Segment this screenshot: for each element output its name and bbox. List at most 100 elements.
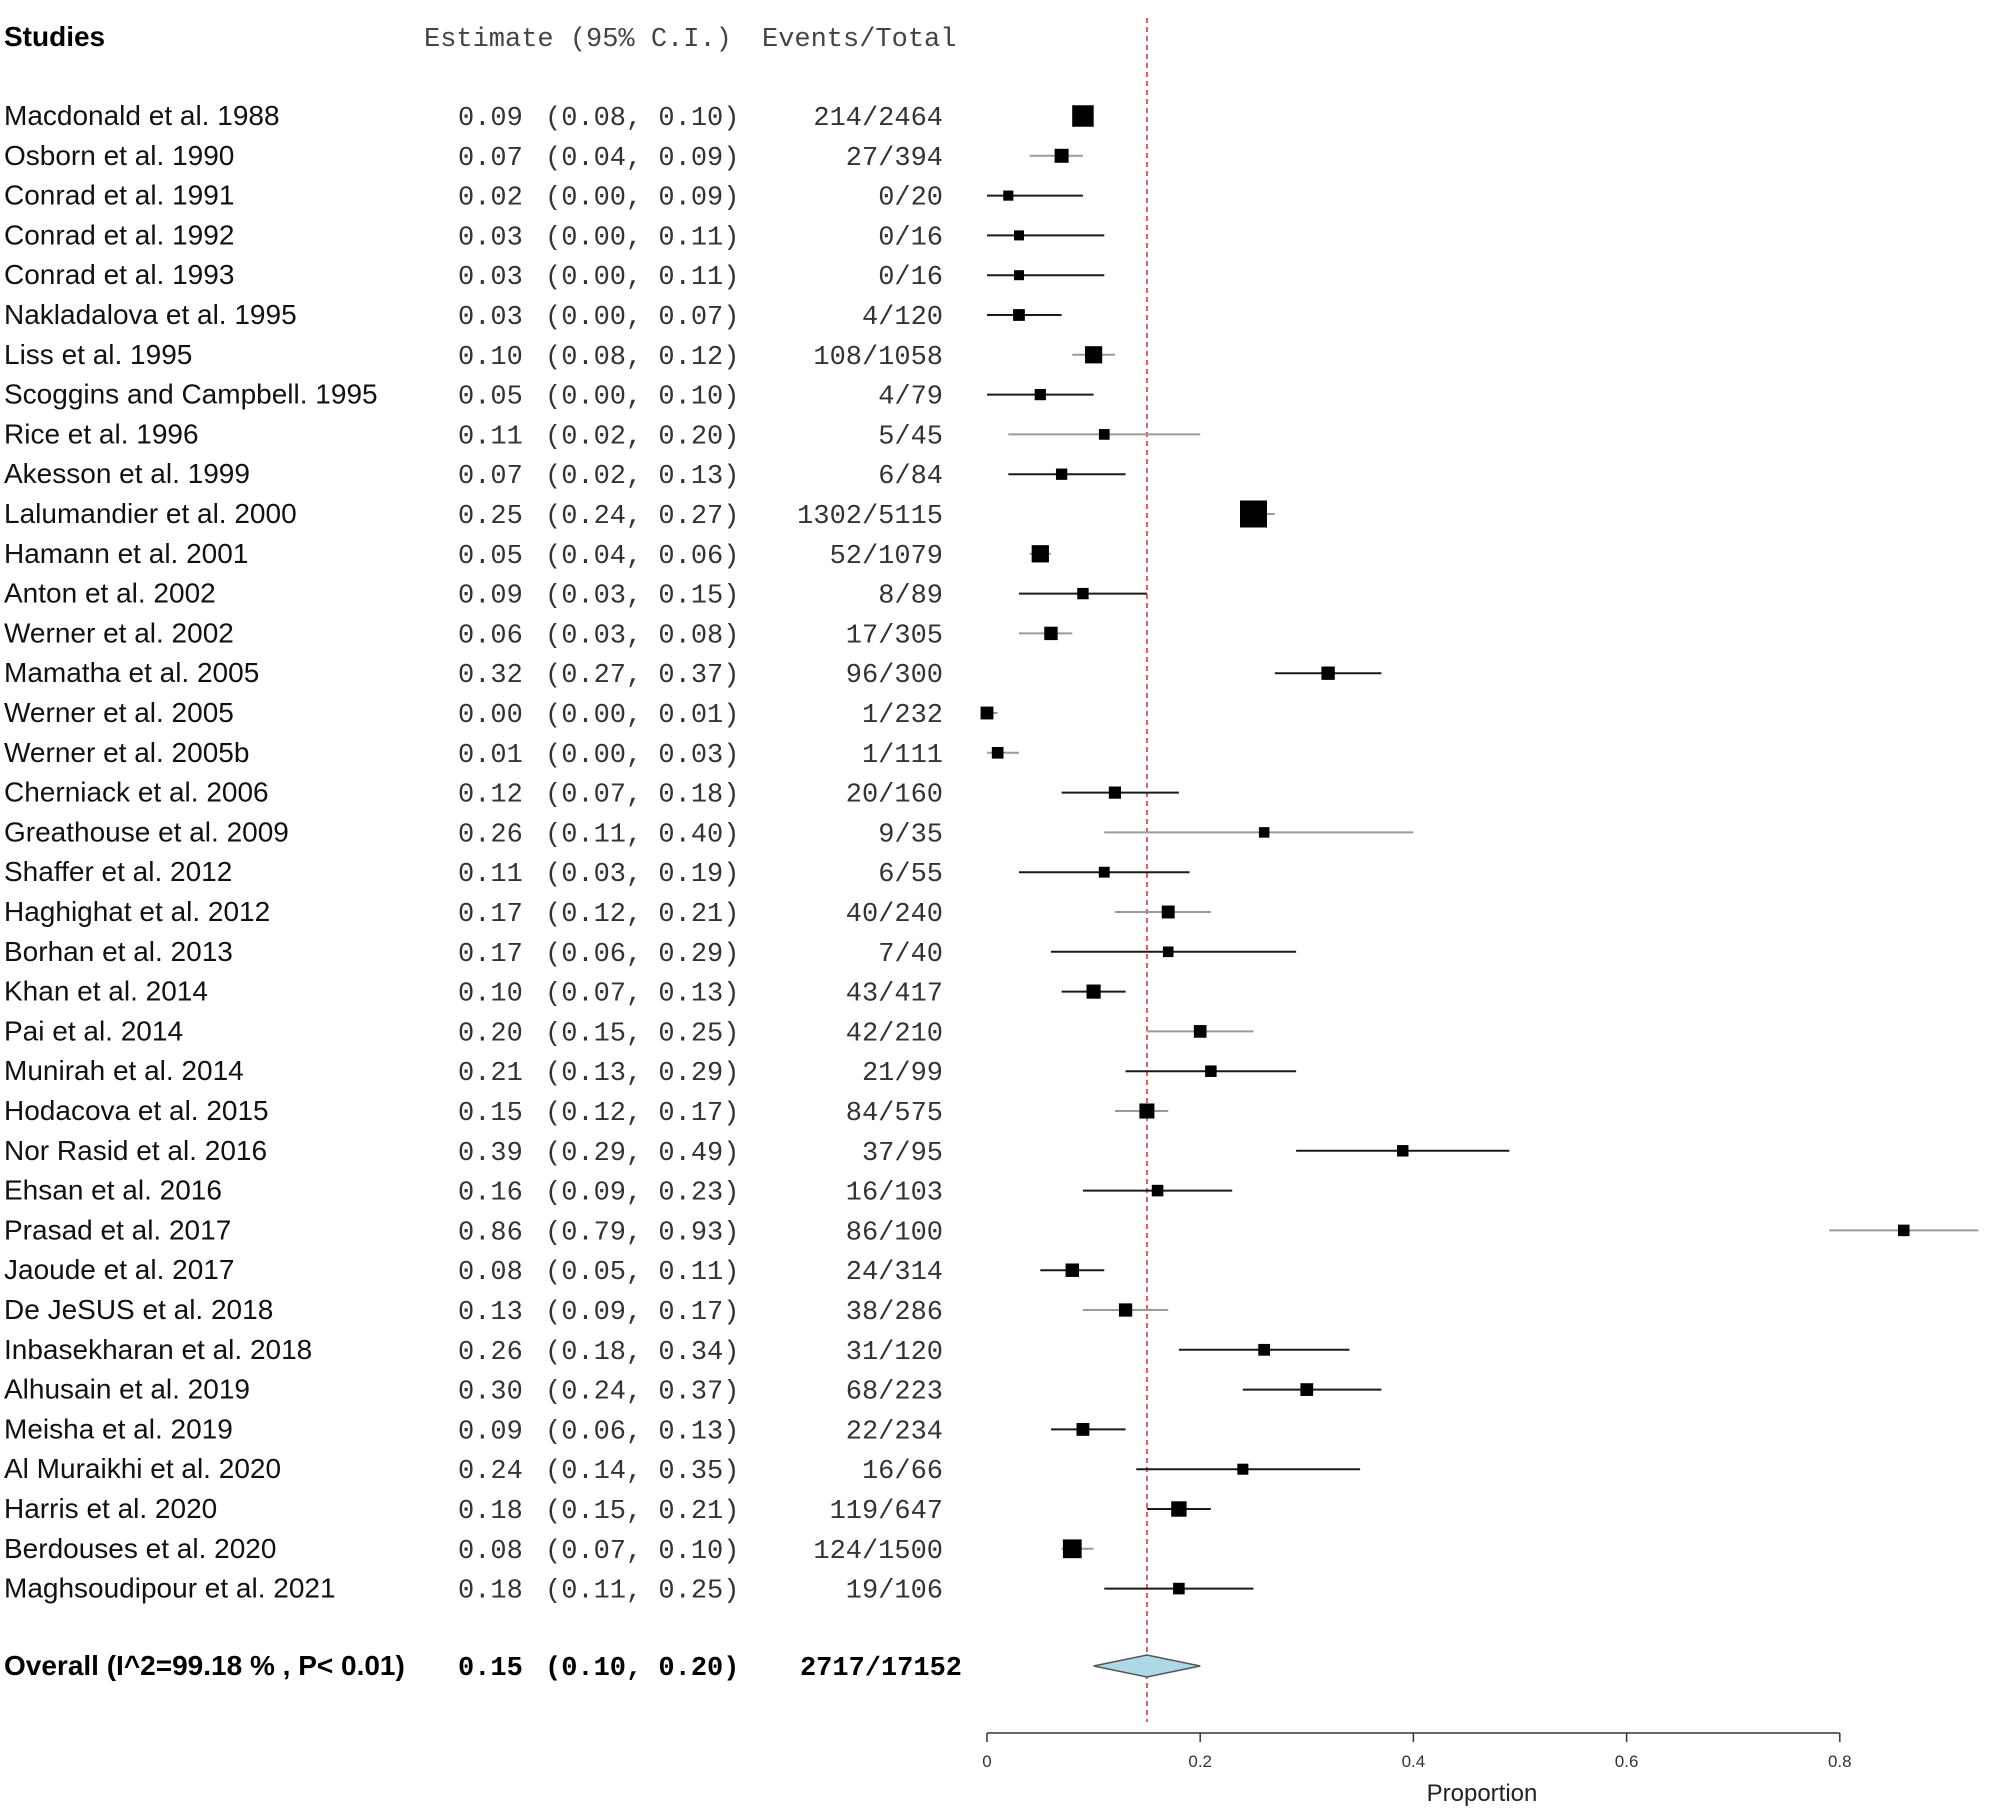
study-ci: (0.03, 0.08) [545,621,739,651]
study-estimate: 0.86 [458,1218,523,1248]
study-estimate: 0.18 [458,1497,523,1527]
study-estimate: 0.03 [458,303,523,333]
study-ci: (0.00, 0.01) [545,701,739,731]
study-estimate: 0.07 [458,462,523,492]
study-estimate: 0.03 [458,223,523,253]
overall-ci: (0.10, 0.20) [545,1654,739,1684]
study-name: Shaffer et al. 2012 [4,856,232,887]
estimate-marker [1118,1303,1133,1317]
study-name: Berdouses et al. 2020 [4,1533,276,1564]
study-events: 86/100 [846,1218,943,1248]
study-name: Cherniack et al. 2006 [4,777,269,808]
study-ci: (0.00, 0.11) [545,263,739,293]
study-estimate: 0.09 [458,1417,523,1447]
study-name: Greathouse et al. 2009 [4,816,289,847]
estimate-marker [1139,1103,1155,1119]
study-name: Ehsan et al. 2016 [4,1175,222,1206]
study-events: 16/103 [846,1179,943,1209]
estimate-marker [991,746,1004,759]
study-name: Khan et al. 2014 [4,976,208,1007]
x-tick-label: 0.2 [1188,1752,1212,1771]
study-events: 108/1058 [813,343,943,373]
study-name: Prasad et al. 2017 [4,1214,231,1245]
study-ci: (0.05, 0.11) [545,1258,739,1288]
events-header: Events/Total [762,25,956,55]
study-ci: (0.15, 0.25) [545,1019,739,1049]
study-estimate: 0.08 [458,1258,523,1288]
study-estimate: 0.11 [458,422,523,452]
study-estimate: 0.08 [458,1537,523,1567]
study-ci: (0.00, 0.07) [545,303,739,333]
study-name: Nor Rasid et al. 2016 [4,1135,267,1166]
study-estimate: 0.17 [458,940,523,970]
study-events: 84/575 [846,1099,943,1129]
study-estimate: 0.18 [458,1577,523,1607]
estimate-marker [1062,1539,1082,1559]
study-ci: (0.15, 0.21) [545,1497,739,1527]
study-events: 27/394 [846,144,943,174]
estimate-marker [1034,388,1046,401]
estimate-marker [1013,309,1025,321]
estimate-marker [980,706,994,720]
study-events: 9/35 [878,820,943,850]
study-ci: (0.04, 0.06) [545,542,739,572]
estimate-marker [1321,666,1335,680]
study-estimate: 0.17 [458,900,523,930]
study-ci: (0.00, 0.10) [545,383,739,413]
estimate-marker [1031,545,1049,563]
study-name: Liss et al. 1995 [4,339,192,370]
study-ci: (0.13, 0.29) [545,1059,739,1089]
study-name: Borhan et al. 2013 [4,936,233,967]
study-name: Mamatha et al. 2005 [4,657,259,688]
overall-diamond [1093,1654,1201,1678]
study-ci: (0.06, 0.13) [545,1417,739,1447]
estimate-marker [1205,1065,1217,1077]
estimate-marker [1300,1383,1314,1396]
study-ci: (0.24, 0.37) [545,1378,739,1408]
study-ci: (0.11, 0.40) [545,820,739,850]
study-ci: (0.00, 0.03) [545,741,739,771]
estimate-marker [1055,468,1068,480]
estimate-marker [1173,1582,1185,1595]
study-ci: (0.00, 0.11) [545,223,739,253]
study-events: 6/84 [878,462,943,492]
study-events: 24/314 [846,1258,943,1288]
study-estimate: 0.03 [458,263,523,293]
estimate-marker [1098,866,1110,878]
study-estimate: 0.05 [458,542,523,572]
study-name: Lalumandier et al. 2000 [4,498,297,529]
estimate-marker [1085,346,1103,364]
study-estimate: 0.05 [458,383,523,413]
x-tick-label: 0.8 [1828,1752,1852,1771]
studies-header: Studies [4,21,105,52]
study-name: Werner et al. 2005b [4,737,249,768]
estimate-marker [1898,1224,1910,1237]
study-estimate: 0.15 [458,1099,523,1129]
study-ci: (0.14, 0.35) [545,1457,739,1487]
study-ci: (0.00, 0.09) [545,184,739,214]
study-events: 8/89 [878,582,943,612]
study-estimate: 0.26 [458,820,523,850]
estimate-marker [1258,827,1270,838]
study-ci: (0.12, 0.21) [545,900,739,930]
forest-marks [980,18,1979,1722]
study-estimate: 0.26 [458,1338,523,1368]
study-events: 0/16 [878,263,943,293]
study-name: Jaoude et al. 2017 [4,1254,234,1285]
study-events: 6/55 [878,860,943,890]
estimate-marker [1077,587,1089,600]
study-events: 17/305 [846,621,943,651]
study-ci: (0.06, 0.29) [545,940,739,970]
column-headers: Studies Estimate (95% C.I.) Events/Total [4,21,956,55]
study-ci: (0.02, 0.13) [545,462,739,492]
estimate-marker [1044,626,1058,641]
study-events: 96/300 [846,661,943,691]
study-name: Hodacova et al. 2015 [4,1095,269,1126]
study-name: Inbasekharan et al. 2018 [4,1334,312,1365]
study-ci: (0.11, 0.25) [545,1577,739,1607]
estimate-marker [1072,105,1094,127]
x-axis: Proportion 0 0.2 0.4 0.6 0.8 [982,1732,1852,1807]
study-ci: (0.02, 0.20) [545,422,739,452]
study-events: 1/232 [862,701,943,731]
